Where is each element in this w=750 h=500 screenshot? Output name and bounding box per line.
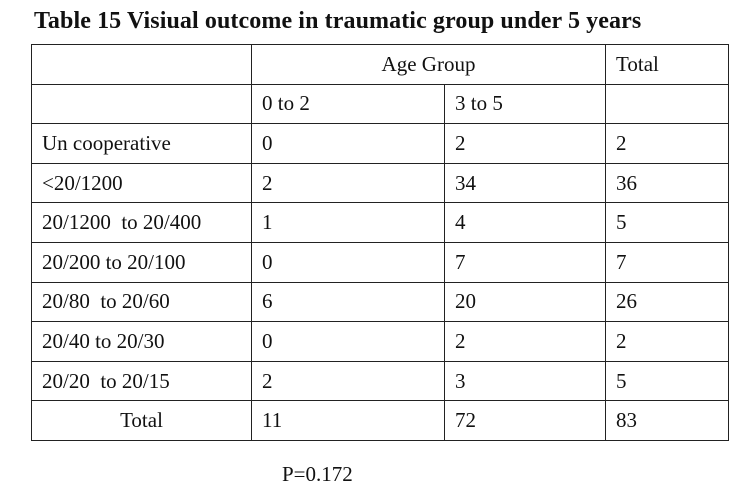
cell-3-to-5: 34 — [444, 162, 606, 204]
cell-3-to-5: 4 — [444, 202, 606, 243]
visual-outcome-table: Age Group Total 0 to 2 3 to 5 Un coopera… — [31, 44, 729, 441]
table-row: 20/40 to 20/30 0 2 2 — [31, 321, 729, 362]
total-3-to-5: 72 — [444, 400, 606, 441]
empty-corner-cell — [31, 44, 252, 85]
subheader-0-to-2: 0 to 2 — [251, 83, 445, 125]
table-row: 20/80 to 20/60 6 20 26 — [31, 281, 729, 323]
empty-label-cell — [31, 83, 252, 125]
table-title: Table 15 Visiual outcome in traumatic gr… — [34, 8, 642, 34]
header-row: Age Group Total — [31, 44, 729, 85]
total-0-to-2: 11 — [251, 400, 445, 441]
cell-3-to-5: 3 — [444, 360, 606, 402]
cell-0-to-2: 0 — [251, 321, 445, 362]
total-row: Total 11 72 83 — [31, 400, 729, 441]
cell-0-to-2: 2 — [251, 360, 445, 402]
cell-0-to-2: 0 — [251, 123, 445, 164]
cell-3-to-5: 7 — [444, 241, 606, 283]
total-row-label: Total — [31, 400, 252, 441]
total-header: Total — [605, 44, 729, 85]
cell-3-to-5: 20 — [444, 281, 606, 323]
cell-total: 36 — [605, 162, 729, 204]
cell-total: 2 — [605, 321, 729, 362]
table-row: 20/200 to 20/100 0 7 7 — [31, 241, 729, 283]
row-label: <20/1200 — [31, 162, 252, 204]
cell-3-to-5: 2 — [444, 123, 606, 164]
age-group-header: Age Group — [251, 44, 606, 85]
row-label: Un cooperative — [31, 123, 252, 164]
table-row: <20/1200 2 34 36 — [31, 162, 729, 204]
cell-total: 7 — [605, 241, 729, 283]
row-label: 20/200 to 20/100 — [31, 241, 252, 283]
row-label: 20/80 to 20/60 — [31, 281, 252, 323]
table-row: Un cooperative 0 2 2 — [31, 123, 729, 164]
row-label: 20/20 to 20/15 — [31, 360, 252, 402]
row-label: 20/40 to 20/30 — [31, 321, 252, 362]
subheader-row: 0 to 2 3 to 5 — [31, 83, 729, 125]
cell-0-to-2: 6 — [251, 281, 445, 323]
subheader-3-to-5: 3 to 5 — [444, 83, 606, 125]
empty-total-cell — [605, 83, 729, 125]
cell-0-to-2: 0 — [251, 241, 445, 283]
cell-total: 5 — [605, 360, 729, 402]
grand-total: 83 — [605, 400, 729, 441]
cell-total: 2 — [605, 123, 729, 164]
table-row: 20/1200 to 20/400 1 4 5 — [31, 202, 729, 243]
cell-0-to-2: 1 — [251, 202, 445, 243]
table-row: 20/20 to 20/15 2 3 5 — [31, 360, 729, 402]
cell-0-to-2: 2 — [251, 162, 445, 204]
p-value-note: P=0.172 — [282, 462, 353, 486]
row-label: 20/1200 to 20/400 — [31, 202, 252, 243]
cell-total: 5 — [605, 202, 729, 243]
cell-total: 26 — [605, 281, 729, 323]
cell-3-to-5: 2 — [444, 321, 606, 362]
